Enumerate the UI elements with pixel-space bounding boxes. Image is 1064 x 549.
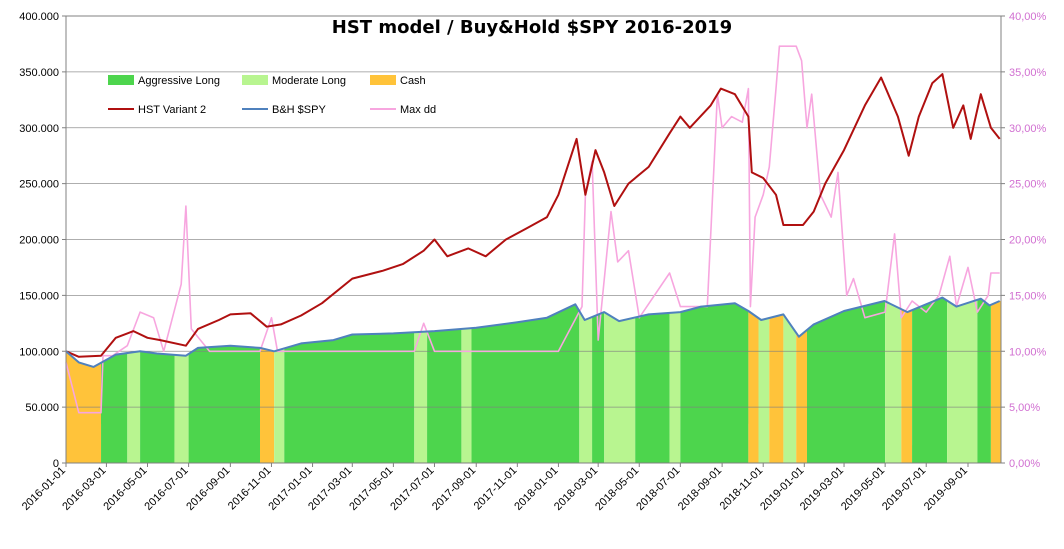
y-left-tick-label-2: 100.000 (19, 346, 59, 358)
y-left-tick-label-3: 150.000 (19, 290, 59, 302)
y-right-tick-label-7: 35,00% (1009, 67, 1047, 79)
y-left-tick-label-0: 0 (53, 458, 59, 470)
legend: Aggressive Long Moderate Long Cash HST Vari… (108, 75, 436, 116)
legend-label-aggressive-long: Aggressive Long (138, 75, 220, 87)
regime-area-29 (977, 298, 991, 463)
legend-label-cash: Cash (400, 75, 426, 87)
legend-label-max-dd: Max dd (400, 104, 436, 116)
y-left-tick-label-1: 50.000 (25, 402, 59, 414)
y-right-tick-label-3: 15,00% (1009, 290, 1047, 302)
regime-area-23 (796, 330, 807, 463)
regime-area-26 (901, 309, 913, 463)
regime-area-20 (758, 317, 770, 463)
y-left-tick-label-7: 350.000 (19, 67, 59, 79)
y-right-tick-label-1: 5,00% (1009, 402, 1040, 414)
regime-area-14 (592, 312, 605, 463)
y-right-tick-label-5: 25,00% (1009, 179, 1047, 191)
y-right-tick-label-2: 10,00% (1009, 346, 1047, 358)
regime-area-4 (174, 354, 189, 463)
regime-area-16 (635, 312, 670, 463)
regime-area-17 (669, 312, 681, 463)
legend-swatch-aggressive-long (108, 75, 134, 85)
chart-title: HST model / Buy&Hold $SPY 2016-2019 (332, 17, 732, 38)
series-line-max-dd (65, 45, 1000, 414)
series-lines (65, 45, 1001, 414)
y-left-tick-label-8: 400.000 (19, 11, 59, 23)
regime-area-6 (260, 347, 275, 463)
y-left-tick-label-6: 300.000 (19, 123, 59, 135)
legend-swatch-cash (370, 75, 396, 85)
regime-area-1 (101, 353, 128, 463)
y-right-tick-label-4: 20,00% (1009, 235, 1047, 247)
regime-area-18 (680, 303, 749, 463)
series-line-b-h-spy (65, 296, 1001, 368)
series-line-hst-variant-2 (65, 73, 1001, 358)
regime-area-13 (579, 311, 593, 463)
regime-area-30 (990, 301, 1001, 463)
regime-area-7 (274, 348, 285, 463)
legend-label-b-h-spy: B&H $SPY (272, 104, 326, 116)
regime-area-12 (471, 304, 580, 463)
regime-area-24 (806, 301, 886, 463)
legend-label-hst-variant-2: HST Variant 2 (138, 104, 206, 116)
regime-area-19 (748, 311, 759, 463)
regime-area-21 (769, 314, 784, 463)
regime-area-15 (604, 312, 636, 463)
y-right-tick-label-8: 40,00% (1009, 11, 1047, 23)
legend-swatch-moderate-long (242, 75, 268, 85)
regime-area-9 (414, 331, 428, 463)
regime-area-25 (885, 301, 902, 463)
y-right-tick-label-6: 30,00% (1009, 123, 1047, 135)
regime-area-11 (461, 328, 472, 463)
regime-area-8 (284, 332, 415, 463)
regime-area-28 (947, 299, 978, 463)
regime-area-5 (188, 345, 261, 463)
regime-area-10 (427, 329, 462, 463)
regime-area-22 (783, 314, 797, 463)
y-left-tick-label-4: 200.000 (19, 235, 59, 247)
y-left-tick-label-5: 250.000 (19, 179, 59, 191)
regime-area-27 (912, 297, 948, 463)
y-right-tick-label-0: 0,00% (1009, 458, 1040, 470)
legend-label-moderate-long: Moderate Long (272, 75, 346, 87)
